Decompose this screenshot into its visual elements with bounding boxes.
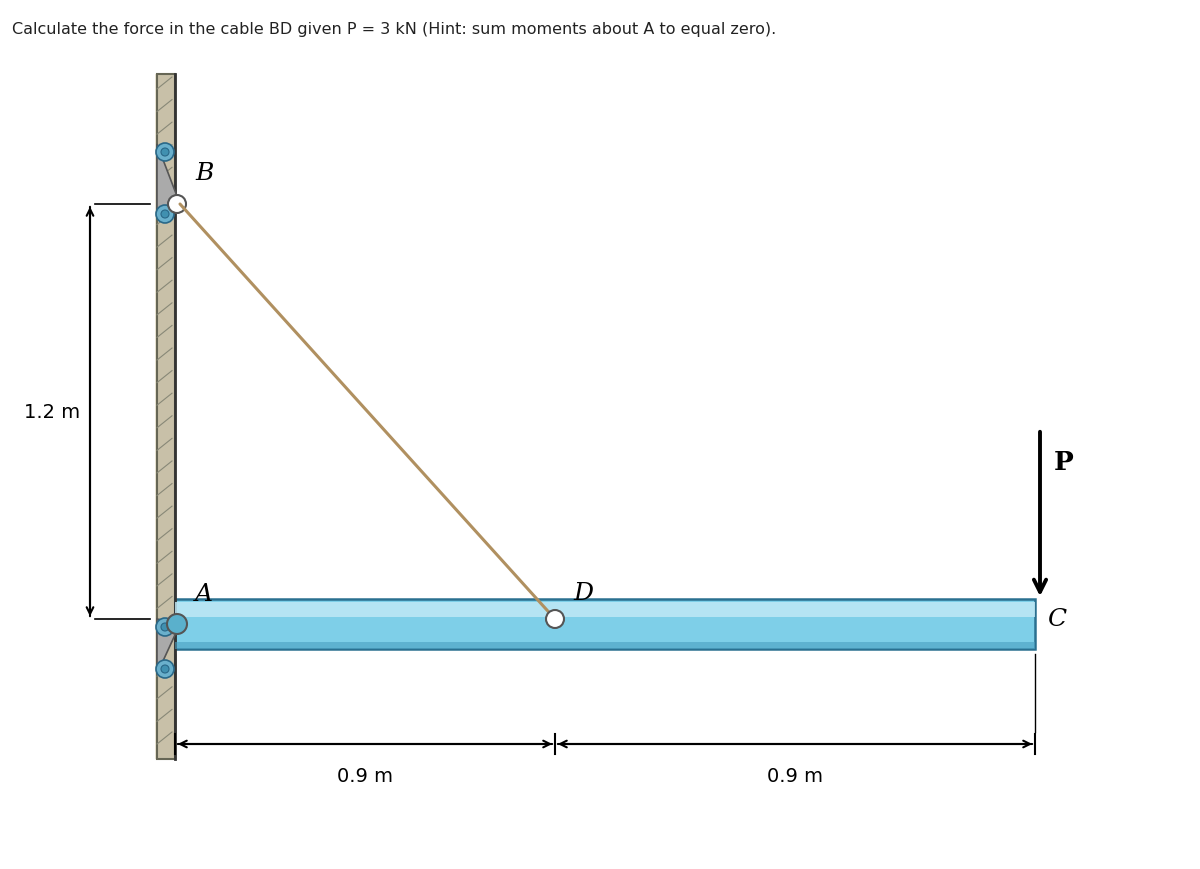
Text: C: C xyxy=(1046,607,1066,631)
Circle shape xyxy=(161,211,169,219)
Circle shape xyxy=(161,623,169,631)
Text: D: D xyxy=(574,581,593,604)
Bar xyxy=(157,75,175,760)
Bar xyxy=(155,75,178,760)
Bar xyxy=(175,642,1034,649)
Text: B: B xyxy=(196,162,214,185)
Polygon shape xyxy=(157,145,180,209)
Circle shape xyxy=(156,660,174,678)
Text: A: A xyxy=(196,583,214,606)
Text: Calculate the force in the cable BD given P = 3 kN (Hint: sum moments about A to: Calculate the force in the cable BD give… xyxy=(12,22,776,37)
Circle shape xyxy=(546,610,564,628)
Circle shape xyxy=(161,149,169,156)
Text: 1.2 m: 1.2 m xyxy=(24,402,80,421)
Circle shape xyxy=(156,144,174,162)
Circle shape xyxy=(156,206,174,223)
Text: 0.9 m: 0.9 m xyxy=(337,766,394,785)
Circle shape xyxy=(161,666,169,673)
Bar xyxy=(175,600,1034,649)
Bar xyxy=(175,602,1034,617)
Circle shape xyxy=(167,614,187,634)
Circle shape xyxy=(156,618,174,636)
Circle shape xyxy=(168,196,186,214)
Text: P: P xyxy=(1054,449,1074,474)
Polygon shape xyxy=(157,620,180,674)
Text: 0.9 m: 0.9 m xyxy=(767,766,823,785)
